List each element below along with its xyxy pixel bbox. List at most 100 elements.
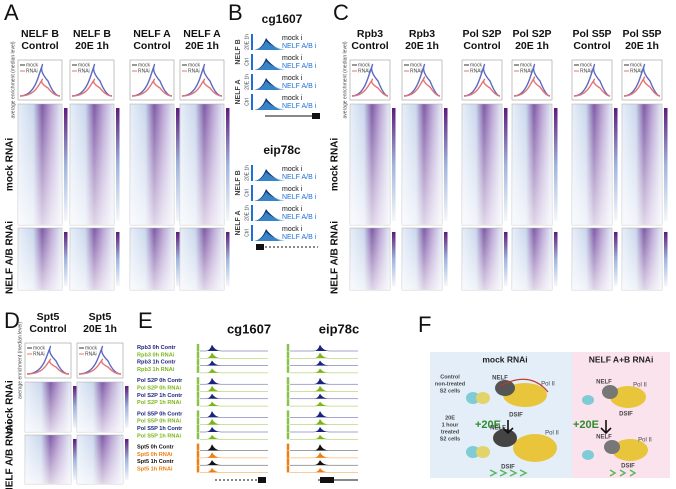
track-peak bbox=[290, 459, 358, 466]
track-peak bbox=[200, 377, 268, 385]
track-peak bbox=[200, 418, 268, 425]
track-peak bbox=[200, 368, 268, 374]
treatment-label: +20E bbox=[475, 419, 501, 431]
profile-axis-label: average enrichment (median level) bbox=[17, 322, 23, 399]
locus-title: cg1607 bbox=[262, 12, 303, 26]
legend-label: mock bbox=[410, 62, 422, 68]
column-title: 20E 1h bbox=[83, 323, 117, 335]
locus-title: cg1607 bbox=[227, 321, 271, 336]
column-title: NELF B bbox=[21, 28, 59, 40]
column-title: Pol S5P bbox=[622, 28, 661, 40]
colorbar bbox=[116, 232, 120, 286]
group-label: NELF A bbox=[235, 210, 242, 235]
track-peak bbox=[200, 360, 268, 366]
row-label: mock RNAi bbox=[5, 138, 16, 192]
track-label: Pol S5P 1h Contr bbox=[137, 426, 183, 432]
rnai-curve bbox=[78, 358, 122, 375]
locus-title: eip78c bbox=[319, 321, 359, 336]
heatmap-fade bbox=[180, 104, 224, 225]
state-label: S2 cells bbox=[440, 388, 461, 394]
colorbar bbox=[176, 108, 180, 221]
mock-curve bbox=[19, 63, 61, 97]
legend-label: RNAi bbox=[138, 68, 150, 74]
column-title: 20E 1h bbox=[75, 40, 109, 52]
dsif-label: DSIF bbox=[621, 464, 635, 470]
colorbar bbox=[125, 386, 129, 428]
track-peak bbox=[200, 467, 268, 473]
mock-curve bbox=[573, 63, 611, 97]
legend-label: RNAi bbox=[410, 68, 422, 74]
track-peak bbox=[200, 410, 268, 418]
column-title: Spt5 bbox=[89, 311, 112, 323]
colorbar bbox=[392, 108, 396, 221]
heatmap-fade bbox=[350, 228, 390, 290]
legend-label: mock bbox=[358, 62, 370, 68]
panel-label: D bbox=[4, 308, 20, 333]
heatmap-fade bbox=[462, 228, 502, 290]
track-label: Pol S5P 0h RNAi bbox=[137, 419, 181, 425]
mock-curve bbox=[131, 63, 173, 97]
heatmap-fade bbox=[18, 104, 62, 225]
heatmap-fade bbox=[180, 228, 224, 290]
colorbar bbox=[444, 108, 448, 221]
colorbar bbox=[125, 439, 129, 480]
column-header: mock RNAi bbox=[482, 354, 527, 364]
track-peak bbox=[200, 426, 268, 433]
track-peak bbox=[200, 352, 268, 359]
colorbar bbox=[504, 108, 508, 221]
colorbar bbox=[176, 232, 180, 286]
panel-label: A bbox=[4, 0, 19, 25]
legend-label: NELF A/B i bbox=[282, 83, 317, 90]
track-label: Pol S5P 0h Contr bbox=[137, 411, 183, 417]
heatmap-fade bbox=[572, 228, 612, 290]
column-title: Control bbox=[29, 323, 66, 335]
legend-label: mock i bbox=[282, 166, 303, 173]
track-peak bbox=[290, 434, 358, 440]
legend-label: mock i bbox=[282, 95, 303, 102]
track-label: Spt5 0h RNAi bbox=[137, 452, 173, 458]
locus-title: eip78c bbox=[263, 143, 301, 157]
track-label: Rpb3 0h Contr bbox=[137, 345, 176, 351]
track-peak bbox=[290, 410, 358, 418]
state-label: 1 hour bbox=[442, 422, 460, 428]
legend-label: NELF A/B i bbox=[282, 174, 317, 181]
legend-label: RNAi bbox=[520, 68, 532, 74]
profile-axis-label: average enrichment (median level) bbox=[342, 41, 348, 118]
track-peak bbox=[290, 393, 358, 399]
legend-label: RNAi bbox=[358, 68, 370, 74]
legend-label: mock bbox=[26, 62, 38, 68]
rnai-curve bbox=[19, 78, 61, 97]
track-label: Rpb3 0h RNAi bbox=[137, 352, 175, 358]
condition-label: Ctrl bbox=[244, 229, 250, 237]
colorbar bbox=[226, 108, 230, 221]
track-peak bbox=[254, 212, 285, 221]
colorbar bbox=[554, 232, 558, 286]
legend-label: RNAi bbox=[26, 68, 38, 74]
panel-label: E bbox=[138, 308, 153, 333]
mock-curve bbox=[463, 63, 501, 97]
dsif-label: DSIF bbox=[619, 412, 633, 418]
column-title: Control bbox=[21, 40, 58, 52]
track-peak bbox=[254, 101, 285, 110]
exon bbox=[320, 477, 334, 483]
track-label: Pol S5P 1h RNAi bbox=[137, 433, 181, 439]
colorbar bbox=[73, 386, 77, 428]
legend-label: mock bbox=[520, 62, 532, 68]
track-peak bbox=[254, 41, 285, 50]
condition-label: Ctrl bbox=[244, 98, 250, 106]
column-title: 20E 1h bbox=[185, 40, 219, 52]
colorbar bbox=[444, 232, 448, 286]
column-title: 20E 1h bbox=[625, 40, 659, 52]
nelf-label: NELF bbox=[490, 426, 506, 432]
complex-top-left bbox=[466, 378, 549, 407]
legend-label: mock i bbox=[282, 35, 303, 42]
track-peak bbox=[200, 444, 268, 451]
group-label: NELF A bbox=[235, 79, 242, 104]
track-label: Spt5 0h Contr bbox=[137, 445, 174, 451]
track-peak bbox=[290, 467, 358, 473]
legend-label: mock i bbox=[282, 75, 303, 82]
heatmap-fade bbox=[70, 104, 114, 225]
panel-label: B bbox=[228, 0, 243, 25]
pol-label: Pol II bbox=[633, 383, 647, 389]
heatmap-fade bbox=[77, 382, 123, 432]
